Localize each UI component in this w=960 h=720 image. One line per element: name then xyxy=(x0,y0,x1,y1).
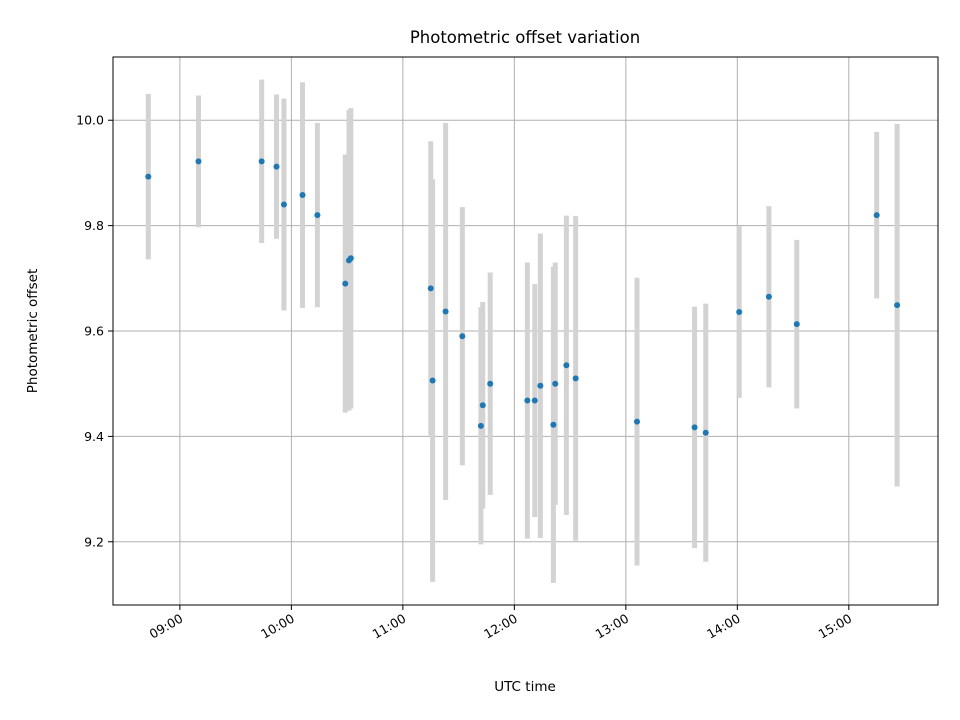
data-point xyxy=(736,309,743,316)
data-point xyxy=(273,163,280,170)
data-point xyxy=(427,285,434,292)
data-point xyxy=(572,375,579,382)
data-point xyxy=(765,293,772,300)
data-point xyxy=(873,212,880,219)
data-points xyxy=(145,158,901,436)
data-point xyxy=(342,280,349,287)
chart-title: Photometric offset variation xyxy=(410,28,640,47)
data-point xyxy=(537,382,544,389)
data-point xyxy=(280,201,287,208)
data-point xyxy=(633,418,640,425)
data-point xyxy=(793,321,800,328)
data-point xyxy=(487,380,494,387)
data-point xyxy=(459,333,466,340)
data-point xyxy=(702,429,709,436)
data-point xyxy=(477,422,484,429)
data-point xyxy=(314,212,321,219)
y-axis-label: Photometric offset xyxy=(25,269,41,393)
y-tick-label: 9.4 xyxy=(84,429,104,444)
data-point xyxy=(552,380,559,387)
y-tick-label: 9.6 xyxy=(84,324,104,339)
data-point xyxy=(894,302,901,309)
data-point xyxy=(550,421,557,428)
data-point xyxy=(145,173,152,180)
data-point xyxy=(195,158,202,165)
data-point xyxy=(299,192,306,199)
data-point xyxy=(531,397,538,404)
x-axis-label: UTC time xyxy=(494,679,556,695)
data-point xyxy=(691,424,698,431)
y-tick-label: 10.0 xyxy=(76,113,104,128)
data-point xyxy=(429,377,436,384)
data-point xyxy=(524,397,531,404)
y-tick-label: 9.8 xyxy=(84,218,104,233)
data-point xyxy=(347,255,354,262)
data-point xyxy=(258,158,265,165)
y-tick-label: 9.2 xyxy=(84,534,104,549)
data-point xyxy=(563,362,570,369)
data-point xyxy=(442,308,449,315)
data-point xyxy=(479,402,486,409)
